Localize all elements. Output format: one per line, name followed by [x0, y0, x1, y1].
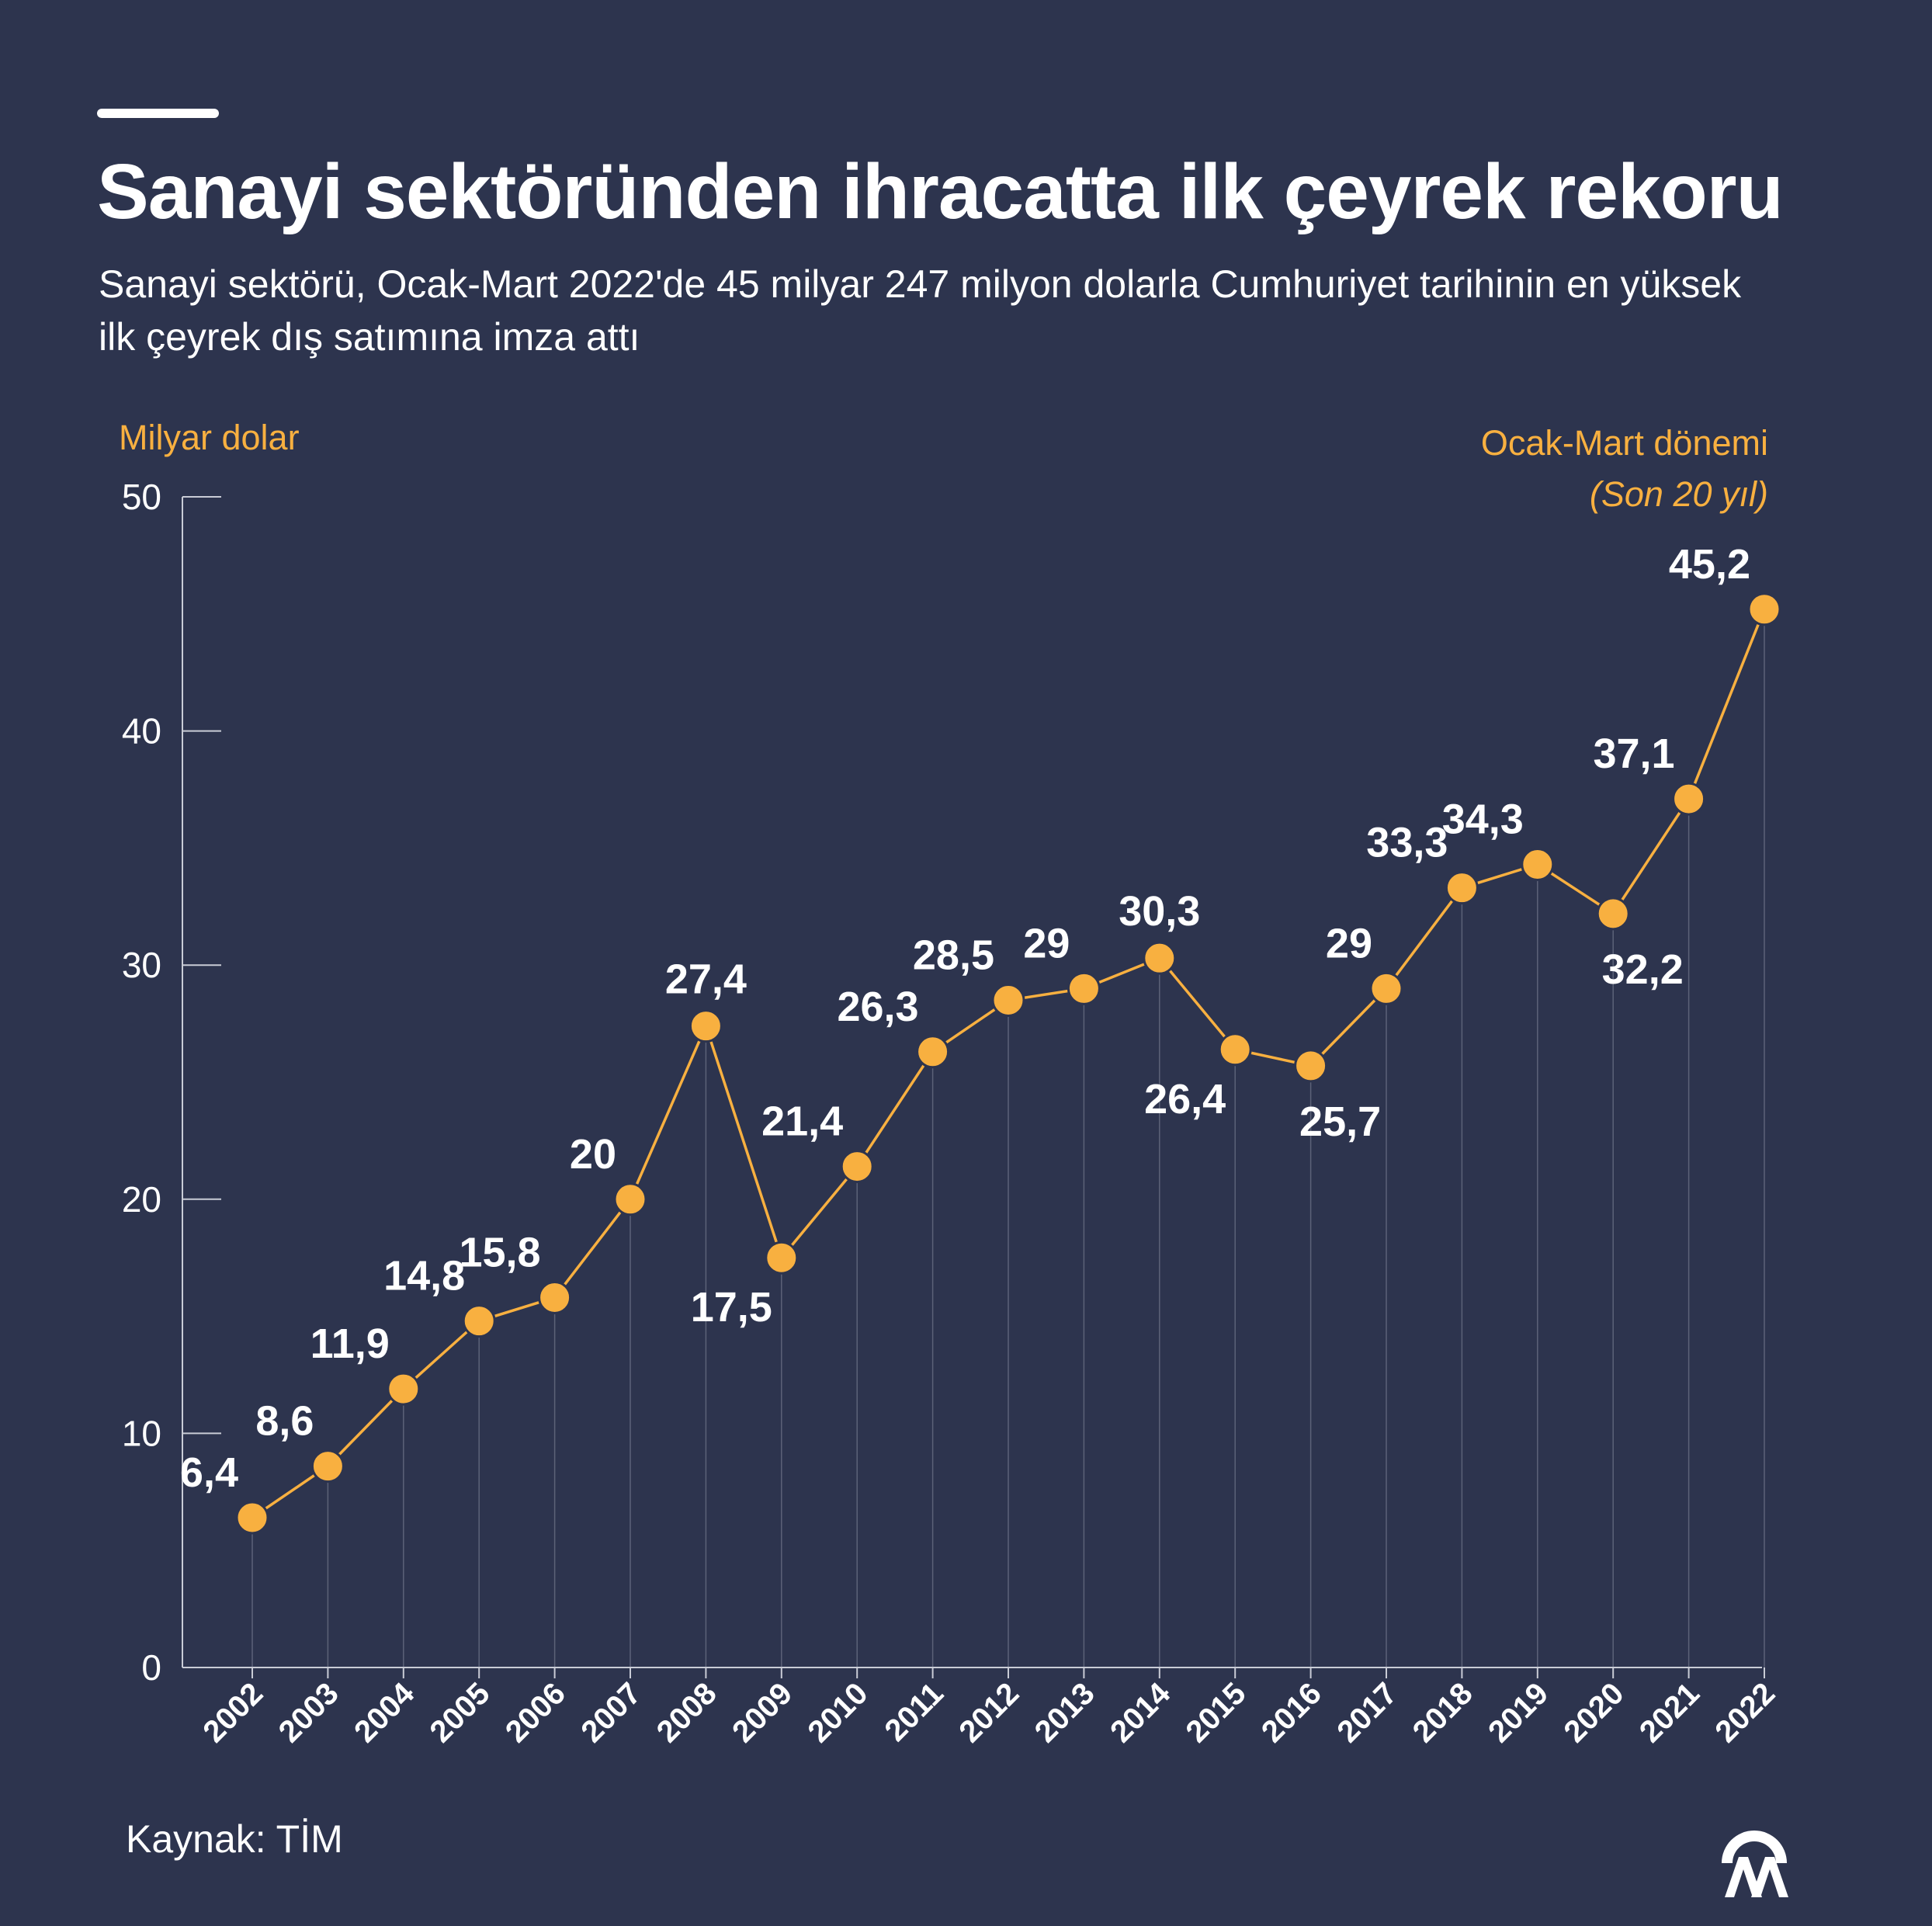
- data-label: 14,8: [383, 1253, 465, 1300]
- y-tick-label: 20: [122, 1179, 161, 1220]
- x-tick-label: 2005: [424, 1676, 497, 1749]
- data-label: 17,5: [691, 1284, 772, 1331]
- data-point: [991, 983, 1025, 1017]
- y-tick-label: 30: [122, 945, 161, 985]
- data-point: [1294, 1049, 1328, 1083]
- x-tick-label: 2021: [1633, 1676, 1706, 1749]
- data-point: [1747, 592, 1781, 626]
- data-label: 25,7: [1299, 1098, 1381, 1145]
- x-tick-label: 2013: [1028, 1676, 1101, 1749]
- data-point: [765, 1241, 799, 1275]
- data-point: [840, 1150, 874, 1184]
- x-tick-label: 2019: [1482, 1676, 1555, 1749]
- data-point: [235, 1501, 269, 1535]
- drop-lines: [251, 609, 1765, 1667]
- x-tick-label: 2014: [1104, 1676, 1178, 1750]
- data-label: 28,5: [913, 932, 994, 978]
- x-tick-label: 2007: [574, 1676, 647, 1749]
- y-tick-label: 40: [122, 711, 161, 751]
- y-axis-unit-label: Milyar dolar: [119, 418, 300, 457]
- data-point: [1445, 871, 1479, 905]
- data-point: [1067, 971, 1101, 1005]
- data-label: 45,2: [1669, 541, 1750, 588]
- data-point: [462, 1304, 496, 1338]
- data-point: [538, 1280, 572, 1314]
- y-tick-label: 0: [141, 1647, 161, 1688]
- x-tick-label: 2012: [952, 1676, 1025, 1749]
- x-tick-label: 2003: [272, 1676, 345, 1749]
- x-tick-label: 2015: [1180, 1676, 1253, 1749]
- title-accent-bar: [97, 109, 219, 118]
- data-label: 15,8: [459, 1229, 540, 1275]
- data-label: 8,6: [255, 1398, 314, 1445]
- data-point: [689, 1009, 723, 1043]
- aa-logo-icon: [1722, 1831, 1788, 1897]
- x-tick-label: 2002: [196, 1676, 269, 1749]
- x-axis-ticks: 2002 2003 2004 2005 2006 2007 2008 2009 2010 2011…: [196, 1667, 1781, 1749]
- data-point: [1218, 1032, 1252, 1067]
- data-point: [1521, 848, 1555, 882]
- data-label: 21,4: [761, 1098, 843, 1145]
- data-point: [613, 1182, 647, 1216]
- data-label: 20: [570, 1131, 616, 1178]
- data-point: [310, 1449, 345, 1484]
- y-tick-label: 50: [122, 477, 161, 517]
- y-axis-ticks: 0 10 20 30 40 50: [122, 477, 221, 1688]
- data-label: 26,4: [1144, 1076, 1226, 1123]
- data-point: [1143, 941, 1177, 975]
- x-tick-label: 2017: [1330, 1676, 1403, 1749]
- data-labels: 6,4 8,6 11,9 14,815,8 20 27,4 17,5 21,4 26,3 28,5…: [180, 541, 1750, 1496]
- x-tick-label: 2018: [1407, 1676, 1479, 1749]
- data-label: 27,4: [665, 956, 747, 1003]
- x-tick-label: 2010: [802, 1676, 875, 1749]
- x-tick-label: 2008: [650, 1676, 723, 1749]
- data-label: 32,2: [1602, 946, 1684, 993]
- data-points: [235, 592, 1781, 1535]
- x-tick-label: 2009: [726, 1676, 799, 1749]
- x-tick-label: 2004: [348, 1676, 421, 1750]
- x-tick-label: 2020: [1558, 1676, 1631, 1749]
- data-label: 33,3: [1366, 820, 1448, 866]
- period-label: Ocak-Mart dönemi (Son 20 yıl): [1481, 418, 1768, 520]
- data-label: 26,3: [837, 984, 918, 1030]
- data-label: 29: [1023, 920, 1070, 966]
- axes: [182, 497, 1762, 1668]
- x-tick-label: 2022: [1708, 1676, 1781, 1749]
- x-tick-label: 2006: [499, 1676, 572, 1749]
- chart-title: Sanayi sektöründen ihracatta ilk çeyrek …: [97, 148, 1784, 235]
- y-tick-label: 10: [122, 1413, 161, 1453]
- data-label: 34,3: [1442, 796, 1524, 843]
- data-point: [387, 1372, 421, 1406]
- data-label: 11,9: [310, 1320, 390, 1367]
- source-note: Kaynak: TİM: [126, 1817, 343, 1861]
- period-label-sub: (Son 20 yıl): [1589, 474, 1768, 514]
- data-label: 29: [1326, 920, 1372, 966]
- data-point: [1672, 782, 1706, 816]
- data-point: [1596, 897, 1630, 931]
- data-point: [916, 1035, 950, 1069]
- data-label: 6,4: [180, 1449, 238, 1496]
- period-label-main: Ocak-Mart dönemi: [1480, 423, 1768, 463]
- chart-subtitle: Sanayi sektörü, Ocak-Mart 2022'de 45 mil…: [99, 262, 1742, 359]
- data-label: 37,1: [1593, 730, 1674, 777]
- data-point: [1369, 971, 1403, 1005]
- x-tick-label: 2016: [1255, 1676, 1328, 1749]
- data-label: 30,3: [1119, 888, 1200, 935]
- x-tick-label: 2011: [878, 1676, 949, 1747]
